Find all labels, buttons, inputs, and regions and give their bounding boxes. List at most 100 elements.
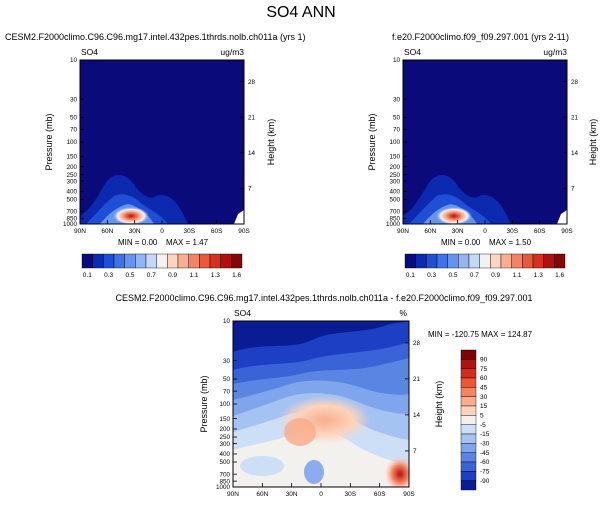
height-tick-label: 14 xyxy=(248,150,256,157)
panel-left-title: CESM2.F2000climo.C96.C96.mg17.intel.432p… xyxy=(5,32,306,42)
colorbar-label: 0.7 xyxy=(470,272,479,279)
colorbar-swatch xyxy=(460,349,477,360)
x-tick-label: 90N xyxy=(227,491,239,498)
x-tick-label: 60S xyxy=(534,228,546,235)
diff-warm-anomaly-2 xyxy=(284,418,316,446)
colorbar-swatch xyxy=(415,253,427,269)
y-tick-label: 400 xyxy=(389,189,400,196)
y-tick-label: 10 xyxy=(393,57,401,64)
y-tick-label: 1000 xyxy=(386,221,401,228)
height-tick-label: 7 xyxy=(248,186,252,193)
y-tick-label: 200 xyxy=(219,426,230,433)
colorbar-diff: 90 75 60 45 30 15 5 -5 -15 -30 -45 -60 -75 -90 xyxy=(460,349,490,491)
colorbar-label: -60 xyxy=(480,459,490,466)
y-tick-label: 70 xyxy=(70,126,78,133)
panel-diff-ylabel: Pressure (mb) xyxy=(199,375,209,432)
colorbar-label: 75 xyxy=(480,366,488,373)
colorbar-swatch xyxy=(460,433,477,444)
panel-right-var-label: SO4 xyxy=(404,47,421,57)
height-tick-label: 7 xyxy=(413,448,417,455)
panel-diff-field xyxy=(233,321,409,487)
colorbar-swatch xyxy=(460,443,477,453)
colorbar-swatch xyxy=(460,359,477,369)
colorbar-swatch xyxy=(490,253,502,269)
x-tick-label: 90S xyxy=(561,228,573,235)
colorbar-swatch xyxy=(188,253,200,269)
y-tick-label: 250 xyxy=(389,172,400,179)
diff-strong-positive xyxy=(384,456,409,487)
y-tick-label: 1000 xyxy=(216,484,231,491)
x-tick-label: 30N xyxy=(452,228,464,235)
colorbar-label: 0.1 xyxy=(83,272,92,279)
topography-mask xyxy=(557,210,567,224)
colorbar-label: 0.5 xyxy=(448,272,457,279)
x-tick-label: 30N xyxy=(286,491,298,498)
colorbar-label: -5 xyxy=(480,422,486,429)
diff-cool-anomaly-2 xyxy=(240,456,284,476)
colorbar-swatch xyxy=(460,377,477,388)
colorbar-label: 45 xyxy=(480,385,488,392)
y-tick-label: 1000 xyxy=(63,221,78,228)
colorbar-swatch xyxy=(167,253,179,269)
colorbar-swatch xyxy=(177,253,189,269)
panel-right-min: MIN = 0.00 xyxy=(441,238,481,247)
panel-diff-units: % xyxy=(399,308,407,318)
panel-right-field xyxy=(403,60,567,224)
colorbar-swatch xyxy=(511,253,523,269)
colorbar-swatch xyxy=(468,253,480,269)
colorbar-label: 0.9 xyxy=(491,272,500,279)
x-tick-label: 30N xyxy=(129,228,141,235)
colorbar-swatch xyxy=(458,253,470,269)
colorbar-swatch xyxy=(522,253,534,269)
colorbar-label: -30 xyxy=(480,441,490,448)
y-tick-label: 30 xyxy=(223,358,231,365)
colorbar-label: 1.1 xyxy=(189,272,198,279)
y-tick-label: 100 xyxy=(219,401,230,408)
y-tick-label: 700 xyxy=(66,208,77,215)
height-tick-label: 28 xyxy=(571,79,579,86)
colorbar-swatch xyxy=(500,253,512,269)
y-tick-label: 70 xyxy=(393,126,401,133)
height-tick-label: 21 xyxy=(248,114,256,121)
panel-right-max: MAX = 1.50 xyxy=(489,238,532,247)
colorbar-swatch xyxy=(460,368,477,379)
y-tick-label: 700 xyxy=(219,471,230,478)
x-tick-label: 90N xyxy=(74,228,86,235)
colorbar-swatch xyxy=(156,253,168,269)
x-tick-label: 60N xyxy=(101,228,113,235)
panel-diff-ylabel-right: Height (km) xyxy=(434,381,444,428)
colorbar-label: 0.7 xyxy=(147,272,156,279)
y-tick-label: 100 xyxy=(389,139,400,146)
x-tick-label: 60N xyxy=(424,228,436,235)
colorbar-swatch xyxy=(404,253,416,269)
colorbar-swatch xyxy=(81,253,93,269)
colorbar-swatch xyxy=(209,253,221,269)
colorbar-swatch xyxy=(92,253,104,269)
y-tick-label: 70 xyxy=(223,388,231,395)
y-tick-label: 30 xyxy=(393,96,401,103)
colorbar-left: 0.1 0.3 0.5 0.7 0.9 1.1 1.3 1.6 xyxy=(81,253,243,279)
panel-right-axes: 90N 60N 30N 0 30S 60S 90S 10 30 50 70 100 150 2002503… xyxy=(386,57,579,235)
colorbar-label: 0.1 xyxy=(406,272,415,279)
x-tick-label: 90N xyxy=(397,228,409,235)
colorbar-label: 5 xyxy=(480,413,484,420)
colorbar-label: 60 xyxy=(480,375,488,382)
colorbar-label: 0.5 xyxy=(125,272,134,279)
colorbar-label: -15 xyxy=(480,431,490,438)
x-tick-label: 30S xyxy=(184,228,196,235)
y-tick-label: 700 xyxy=(389,208,400,215)
colorbar-label: 0.3 xyxy=(427,272,436,279)
x-tick-label: 60N xyxy=(256,491,268,498)
x-tick-label: 90S xyxy=(238,228,250,235)
y-tick-label: 150 xyxy=(389,154,400,161)
panel-left-units: ug/m3 xyxy=(220,47,244,57)
panel-left-max: MAX = 1.47 xyxy=(166,238,209,247)
y-tick-label: 500 xyxy=(219,459,230,466)
panel-left-var-label: SO4 xyxy=(81,47,98,57)
height-tick-label: 7 xyxy=(571,186,575,193)
x-tick-label: 0 xyxy=(319,491,323,498)
colorbar-swatch xyxy=(460,396,477,407)
colorbar-label: -45 xyxy=(480,450,490,457)
colorbar-swatch xyxy=(220,253,232,269)
